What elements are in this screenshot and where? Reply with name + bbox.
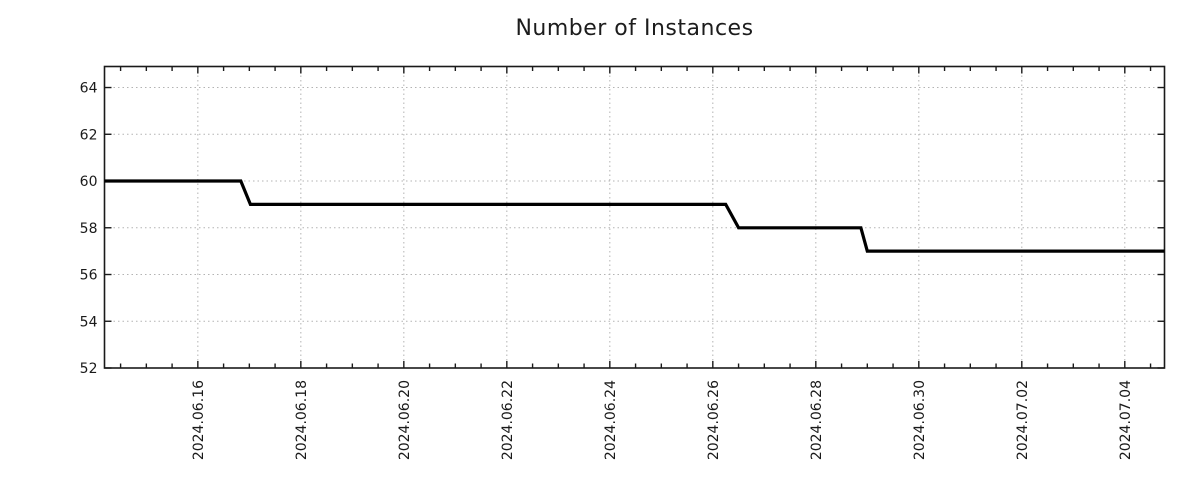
x-tick-label: 2024.07.04 [1118,380,1134,460]
y-tick-label: 52 [80,361,98,377]
y-tick-label: 54 [80,314,98,330]
y-tick-label: 64 [80,81,98,97]
y-tick-label: 62 [80,127,98,143]
x-tick-label: 2024.06.18 [294,380,310,460]
x-tick-label: 2024.07.02 [1015,380,1031,460]
data-line-instances [104,179,1165,253]
y-tick-label: 56 [80,268,98,284]
x-tick-label: 2024.06.22 [500,380,516,460]
plot-border [103,65,1166,369]
y-tick-label: 60 [80,174,98,190]
x-tick-label: 2024.06.20 [397,380,413,460]
x-tick-label: 2024.06.26 [706,380,722,460]
chart-title: Number of Instances [515,16,754,41]
x-tick-label: 2024.06.16 [191,380,207,460]
x-tick-label: 2024.06.24 [603,380,619,460]
x-tick-label: 2024.06.30 [912,380,928,460]
y-tick-label: 58 [80,221,98,237]
x-tick-label: 2024.06.28 [809,380,825,460]
